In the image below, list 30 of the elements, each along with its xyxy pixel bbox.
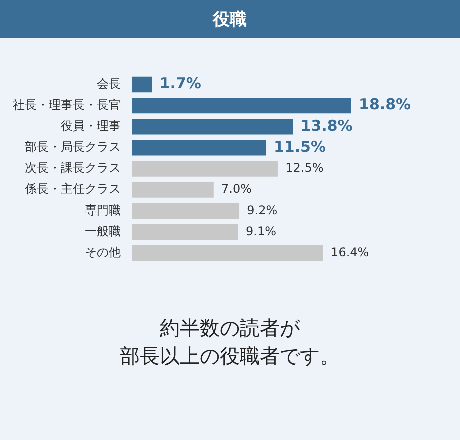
data-label: 7.0%: [222, 182, 252, 196]
bar: [132, 119, 294, 135]
data-label: 13.8%: [300, 116, 353, 135]
chart-title: 役職: [0, 0, 460, 38]
bar: [132, 76, 152, 93]
y-tick-label: 専門職: [85, 203, 121, 218]
bar: [132, 161, 278, 177]
y-tick-label: その他: [85, 245, 121, 260]
bar: [132, 140, 266, 156]
data-label: 9.2%: [247, 203, 278, 218]
bar: [132, 182, 214, 198]
y-tick-label: 会長: [97, 76, 121, 91]
y-tick-label: 係長・主任クラス: [24, 182, 121, 196]
text: 部長以上の役職者です。: [119, 343, 341, 370]
bar: [132, 203, 240, 219]
data-label: 1.7%: [160, 74, 202, 93]
y-tick-label: 社長・理事長・長官: [13, 98, 121, 112]
bar: [132, 224, 238, 240]
y-tick-label: 部長・局長クラス: [25, 140, 121, 154]
bar: [132, 98, 352, 114]
y-tick-label: 次長・課長クラス: [25, 161, 121, 176]
y-tick-label: 役員・理事: [61, 118, 121, 133]
data-label: 16.4%: [331, 245, 370, 260]
data-label: 12.5%: [286, 161, 324, 176]
data-label: 9.1%: [246, 224, 277, 238]
data-label: 18.8%: [359, 96, 412, 114]
text: 約半数の読者が: [159, 315, 302, 342]
bar: [132, 245, 324, 262]
data-label: 11.5%: [274, 138, 326, 156]
y-tick-label: 一般職: [85, 224, 121, 238]
